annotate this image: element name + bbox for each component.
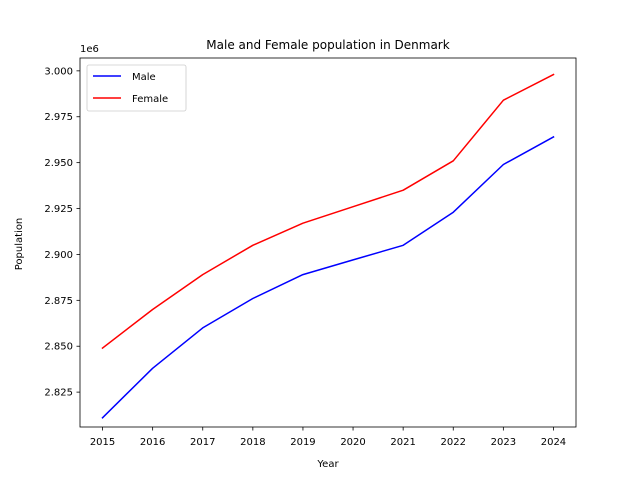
legend: Male Female (86, 64, 187, 112)
legend-label-male: Male (132, 72, 156, 83)
y-tick-label-2.875: 2.875 (44, 296, 73, 307)
x-tick-label-2021: 2021 (390, 437, 415, 448)
y-tick-label-2.825: 2.825 (44, 388, 73, 399)
x-tick-label-2015: 2015 (90, 437, 115, 448)
y-tick-label-2.925: 2.925 (44, 204, 73, 215)
y-offset-label: 1e6 (80, 44, 99, 55)
x-axis-label: Year (316, 459, 339, 470)
y-tick-label-3.000: 3.000 (44, 66, 73, 77)
x-tick-label-2018: 2018 (240, 437, 265, 448)
chart-title: Male and Female population in Denmark (206, 38, 449, 52)
x-tick-label-2017: 2017 (190, 437, 215, 448)
x-tick-label-2022: 2022 (441, 437, 466, 448)
y-tick-label-2.900: 2.900 (44, 250, 73, 261)
axes-frame (79, 57, 577, 428)
x-tick-label-2019: 2019 (290, 437, 315, 448)
y-axis-label: Population (14, 218, 25, 271)
y-tick-label-2.950: 2.950 (44, 158, 73, 169)
y-tick-label-2.850: 2.850 (44, 342, 73, 353)
x-tick-label-2016: 2016 (140, 437, 165, 448)
series-line-male (101, 135, 555, 419)
y-tick-label-2.975: 2.975 (44, 112, 73, 123)
legend-label-female: Female (132, 94, 168, 105)
x-tick-label-2020: 2020 (340, 437, 365, 448)
series-line-female (101, 73, 555, 350)
x-tick-label-2024: 2024 (541, 437, 566, 448)
plot-area: 2015 2016 2017 2018 2019 2020 2021 2022 2023 2024… (44, 57, 577, 448)
x-tick-label-2023: 2023 (491, 437, 516, 448)
